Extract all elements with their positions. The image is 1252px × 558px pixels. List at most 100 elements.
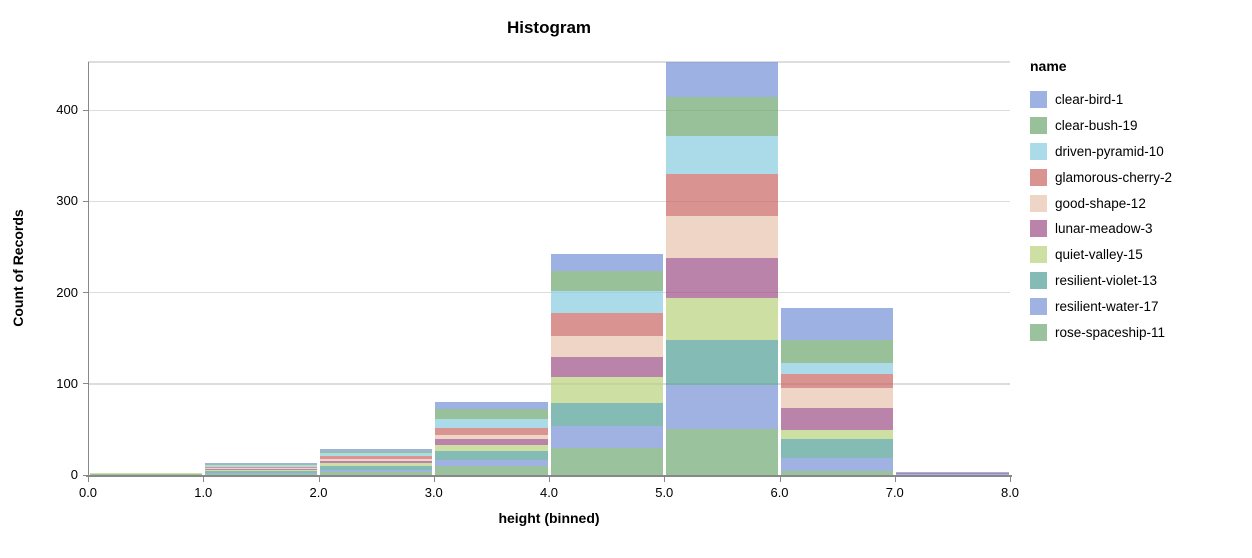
gridline xyxy=(88,109,1010,112)
bar-segment-good-shape-12 xyxy=(550,336,663,358)
bar-segment-resilient-water-17 xyxy=(320,469,433,473)
bar-segment-driven-pyramid-10 xyxy=(435,418,548,428)
x-tick-label: 4.0 xyxy=(539,485,559,500)
bar-segment-resilient-violet-13 xyxy=(204,471,317,474)
bar-segment-driven-pyramid-10 xyxy=(665,135,778,175)
bar-segment-driven-pyramid-10 xyxy=(320,453,433,456)
x-tick xyxy=(433,477,435,482)
bar-segment-quiet-valley-15 xyxy=(665,298,778,341)
bar-segment-clear-bird-1 xyxy=(896,472,1009,474)
bar-bin-2-3 xyxy=(320,62,433,475)
legend-item: rose-spaceship-11 xyxy=(1030,319,1172,345)
bar-segment-resilient-violet-13 xyxy=(781,439,894,458)
y-tick-label: 300 xyxy=(56,193,78,209)
y-tick-label: 200 xyxy=(56,284,78,300)
legend-swatch xyxy=(1030,91,1047,109)
bar-segment-rose-spaceship-11 xyxy=(665,429,778,475)
x-tick-label: 8.0 xyxy=(1000,485,1020,500)
legend-label: clear-bush-19 xyxy=(1055,118,1138,134)
bar-segment-lunar-meadow-3 xyxy=(435,439,548,445)
bar-segment-glamorous-cherry-2 xyxy=(550,312,663,337)
bar-segment-resilient-water-17 xyxy=(204,473,317,475)
bar-bin-7-8 xyxy=(896,62,1009,475)
legend-label: resilient-water-17 xyxy=(1055,298,1159,314)
bar-segment-quiet-valley-15 xyxy=(781,430,894,440)
legend-swatch xyxy=(1030,142,1047,160)
gridline xyxy=(88,61,1010,63)
bar-segment-good-shape-12 xyxy=(781,388,894,408)
bar-segment-resilient-violet-13 xyxy=(550,403,663,426)
legend-swatch xyxy=(1030,220,1047,238)
bar-segment-resilient-violet-13 xyxy=(320,465,433,470)
x-tick-label: 5.0 xyxy=(655,485,674,500)
bar-segment-glamorous-cherry-2 xyxy=(204,466,317,468)
legend-label: resilient-violet-13 xyxy=(1055,272,1158,288)
legend-item: resilient-violet-13 xyxy=(1030,268,1172,294)
bar-segment-resilient-water-17 xyxy=(781,457,894,472)
bar-segment-clear-bush-19 xyxy=(781,340,894,363)
bar-segment-rose-spaceship-11 xyxy=(320,472,433,475)
y-tick xyxy=(83,109,88,111)
bar-segment-good-shape-12 xyxy=(204,467,317,469)
x-tick xyxy=(318,477,320,482)
bar-segment-driven-pyramid-10 xyxy=(204,465,317,467)
bar-segment-clear-bird-1 xyxy=(550,254,663,271)
bar-segment-lunar-meadow-3 xyxy=(550,357,663,378)
y-axis-domain-line xyxy=(88,62,89,476)
legend-label: glamorous-cherry-2 xyxy=(1055,169,1173,185)
gridline xyxy=(88,383,1010,385)
bar-segment-resilient-water-17 xyxy=(435,459,548,466)
bar-segment-clear-bird-1 xyxy=(781,308,894,341)
bar-segment-lunar-meadow-3 xyxy=(320,461,433,464)
x-tick xyxy=(203,477,205,482)
y-tick-label: 100 xyxy=(56,375,78,391)
bar-bin-6-7 xyxy=(781,62,894,475)
bar-segment-clear-bush-19 xyxy=(435,409,548,419)
x-tick xyxy=(664,477,666,482)
x-tick-label: 7.0 xyxy=(885,485,904,500)
bar-segment-quiet-valley-15 xyxy=(550,377,663,403)
bar-segment-lunar-meadow-3 xyxy=(665,258,778,299)
x-tick-label: 3.0 xyxy=(424,485,443,500)
legend-title: name xyxy=(1030,58,1067,74)
bar-segment-good-shape-12 xyxy=(665,216,778,259)
x-axis-title: height (binned) xyxy=(498,510,600,526)
legend-item: resilient-water-17 xyxy=(1030,293,1172,319)
bar-segment-rose-spaceship-11 xyxy=(89,474,202,475)
bar-segment-driven-pyramid-10 xyxy=(550,290,663,313)
gridline xyxy=(88,291,1010,294)
legend-swatch xyxy=(1030,297,1047,315)
bar-segment-clear-bird-1 xyxy=(435,402,548,410)
x-tick xyxy=(88,477,89,482)
bar-segment-good-shape-12 xyxy=(435,434,548,440)
chart-title: Histogram xyxy=(506,18,592,37)
x-tick-label: 0.0 xyxy=(78,485,98,500)
legend-item: good-shape-12 xyxy=(1030,190,1172,216)
bar-bin-4-5 xyxy=(550,62,663,475)
y-tick xyxy=(83,474,88,476)
legend-label: lunar-meadow-3 xyxy=(1055,221,1153,237)
legend: name clear-bird-1 clear-bush-19 driven-pyr… xyxy=(1030,58,1172,345)
bar-segment-rose-spaceship-11 xyxy=(781,471,894,475)
x-tick xyxy=(1010,477,1011,482)
bar-segment-clear-bush-19 xyxy=(665,96,778,136)
bar-segment-clear-bush-19 xyxy=(320,451,433,454)
x-tick xyxy=(894,477,896,482)
bar-segment-lunar-meadow-3 xyxy=(896,473,1009,475)
bar-bin-0-1 xyxy=(89,62,202,475)
bar-segment-clear-bird-1 xyxy=(204,463,317,465)
bar-bin-5-6 xyxy=(665,62,778,475)
bar-segment-resilient-violet-13 xyxy=(665,340,778,385)
legend-swatch xyxy=(1030,246,1047,264)
bar-segment-clear-bird-1 xyxy=(665,62,778,97)
bar-segment-rose-spaceship-11 xyxy=(204,474,317,475)
legend-label: clear-bird-1 xyxy=(1055,92,1124,108)
legend-item: clear-bird-1 xyxy=(1030,87,1172,113)
legend-swatch xyxy=(1030,194,1047,212)
bar-segment-driven-pyramid-10 xyxy=(781,362,894,374)
legend-item: driven-pyramid-10 xyxy=(1030,139,1172,165)
legend-label: driven-pyramid-10 xyxy=(1055,143,1164,159)
gridline xyxy=(88,200,1010,203)
legend-label: quiet-valley-15 xyxy=(1055,247,1143,263)
